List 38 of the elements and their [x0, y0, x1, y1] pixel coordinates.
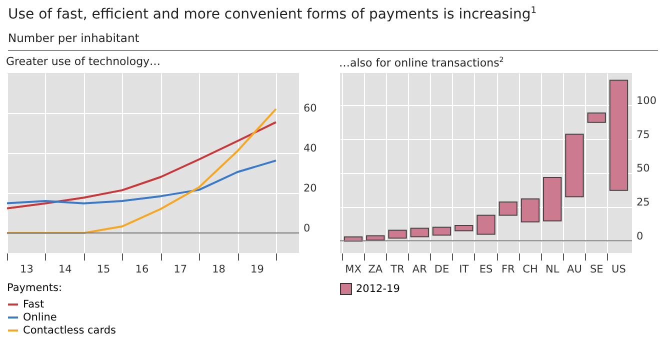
x-tick-label: 16 — [135, 263, 149, 276]
x-tick-label: 13 — [20, 263, 34, 276]
y-tick-label: 50 — [636, 162, 650, 174]
x-tick-label: AR — [412, 263, 427, 276]
x-tick-label: 14 — [58, 263, 72, 276]
y-tick-label: 0 — [304, 222, 310, 234]
y-tick-label: 75 — [636, 128, 650, 140]
x-tick-label: NL — [546, 263, 560, 276]
legend-label: Fast — [23, 298, 44, 310]
x-tick-label: AU — [567, 263, 582, 276]
x-tick-label: 18 — [212, 263, 226, 276]
x-tick-label: 19 — [250, 263, 264, 276]
legend-label: Contactless cards — [23, 324, 116, 336]
x-tick-label: DE — [434, 263, 450, 276]
chart-title: Use of fast, efficient and more convenient forms of payments is increasing$^{1}$ — [8, 6, 538, 23]
x-tick-label: TR — [390, 263, 404, 276]
y-tick-label: 0 — [636, 230, 644, 242]
text: Greater use of technology… — [6, 54, 162, 69]
chart-subtitle: Number per inhabitant — [8, 30, 658, 51]
x-tick-label: ES — [479, 263, 493, 276]
x-tick-label: CH — [522, 263, 538, 276]
legend-label: 2012-19 — [356, 282, 400, 295]
chart-title: …also for online transactions$^{2}$ — [339, 54, 505, 70]
y-tick-label: 60 — [304, 102, 317, 114]
y-tick-label: 20 — [304, 182, 317, 194]
x-tick-label: SE — [590, 263, 604, 276]
x-tick-label: IT — [459, 263, 470, 276]
legend-label: Online — [23, 311, 57, 324]
y-tick-label: 100 — [636, 94, 657, 107]
x-tick-label: 15 — [96, 263, 110, 276]
x-tick-label: 17 — [174, 263, 188, 276]
x-tick-label: US — [612, 263, 626, 276]
y-tick-label: 25 — [636, 196, 650, 208]
x-tick-label: FR — [501, 263, 515, 276]
legend-title: Payments: — [7, 282, 62, 294]
y-tick-label: 40 — [304, 142, 317, 154]
x-tick-label: MX — [345, 263, 362, 276]
x-tick-label: ZA — [368, 263, 384, 276]
